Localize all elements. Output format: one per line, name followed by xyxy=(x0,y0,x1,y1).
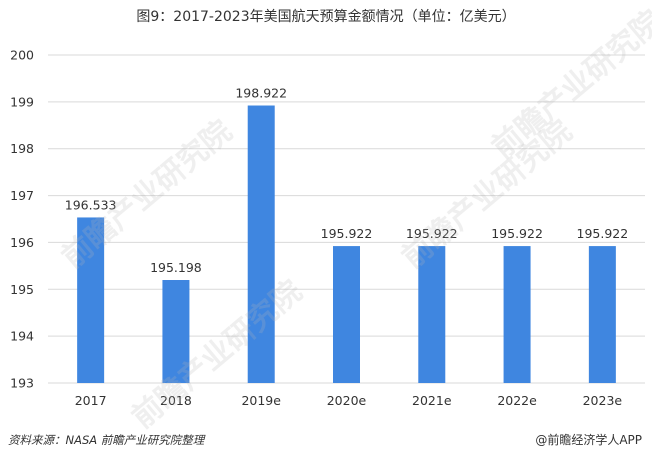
data-label: 195.198 xyxy=(150,260,202,275)
x-tick-label: 2017 xyxy=(75,393,107,408)
bar xyxy=(247,105,275,384)
bar xyxy=(588,246,616,383)
data-label: 195.922 xyxy=(491,226,543,241)
y-tick-label: 194 xyxy=(10,329,34,344)
x-axis-ticks: 2017 2018 2019e 2020e 2021e 2022e 2023e xyxy=(75,393,623,408)
x-tick-label: 2018 xyxy=(160,393,192,408)
y-tick-label: 197 xyxy=(10,188,34,203)
chart-title: 图9：2017-2023年美国航天预算金额情况（单位：亿美元） xyxy=(136,9,516,25)
x-tick-label: 2022e xyxy=(497,393,537,408)
bars xyxy=(77,105,616,384)
y-axis-ticks: 193 194 195 196 197 198 199 200 xyxy=(10,48,34,391)
y-tick-label: 196 xyxy=(10,235,34,250)
data-label: 198.922 xyxy=(235,86,287,101)
y-tick-label: 200 xyxy=(10,48,34,63)
value-labels: 196.533 195.198 198.922 195.922 195.922 195.9… xyxy=(65,86,628,275)
data-label: 195.922 xyxy=(577,226,629,241)
y-tick-label: 198 xyxy=(10,141,34,156)
source-note: 资料来源：NASA 前瞻产业研究院整理 xyxy=(8,433,205,447)
x-tick-label: 2020e xyxy=(327,393,367,408)
y-tick-label: 193 xyxy=(10,376,34,391)
x-tick-label: 2023e xyxy=(583,393,623,408)
bar xyxy=(162,280,190,383)
x-tick-label: 2019e xyxy=(241,393,281,408)
x-tick-label: 2021e xyxy=(412,393,452,408)
y-tick-label: 195 xyxy=(10,282,34,297)
data-label: 195.922 xyxy=(406,226,458,241)
brand-label: @前瞻经济学人APP xyxy=(535,433,642,447)
bar xyxy=(333,246,360,383)
bar xyxy=(418,246,446,383)
bar xyxy=(503,246,531,383)
data-label: 195.922 xyxy=(321,226,373,241)
y-tick-label: 199 xyxy=(10,94,34,109)
bar xyxy=(77,217,105,383)
data-label: 196.533 xyxy=(65,197,117,212)
